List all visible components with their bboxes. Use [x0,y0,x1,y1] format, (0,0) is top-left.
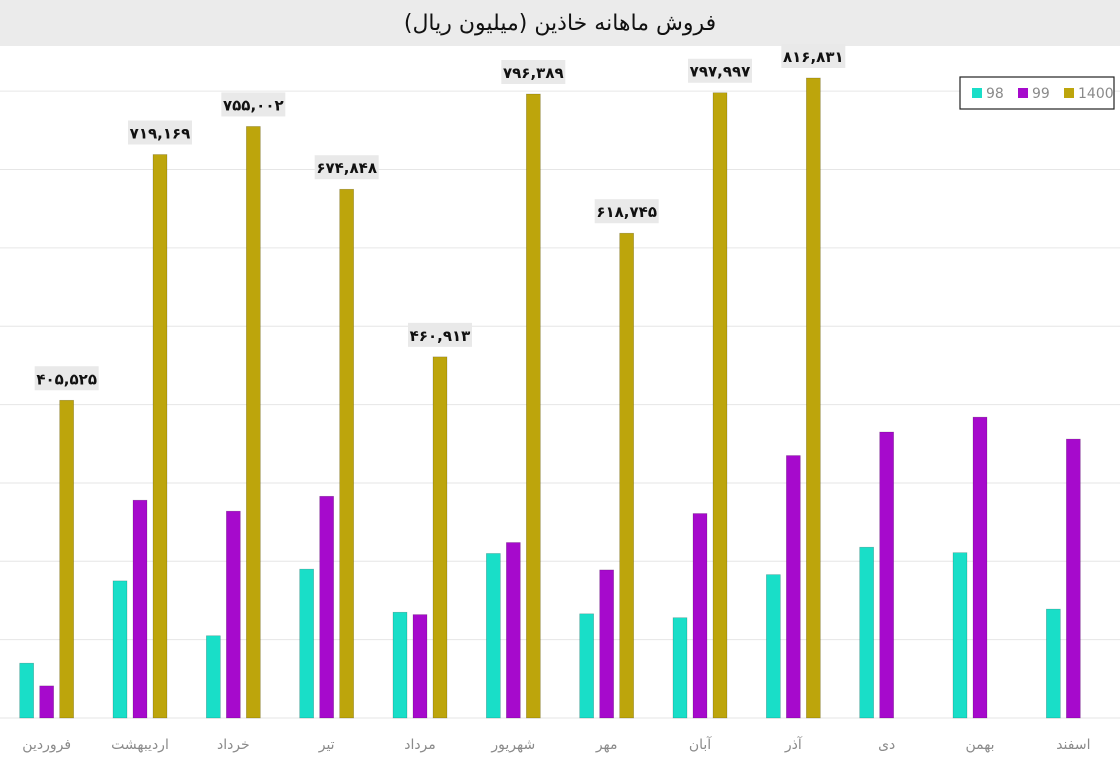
x-tick-label: شهریور [490,737,535,753]
chart-title: فروش ماهانه خاذین (میلیون ریال) [403,10,717,36]
bar [59,399,74,719]
x-tick-label: بهمن [965,737,994,753]
x-tick-label: فروردین [22,737,71,753]
x-tick-label: آبان [689,736,712,753]
data-label: ۸۱۶,۸۳۱ [783,48,844,66]
data-label-box [594,199,659,224]
data-label-box [501,60,566,85]
data-label-box [408,322,472,347]
data-label: ۷۹۶,۳۸۹ [503,64,564,82]
data-label-box [688,58,752,83]
bar [392,611,408,719]
legend-label: 98 [986,86,1004,102]
x-tick-label: اردیبهشت [111,737,169,753]
data-label: ۷۹۷,۹۹۷ [690,63,751,81]
bar [152,154,168,719]
bar [859,546,874,719]
bar [619,232,634,719]
bar [1066,438,1081,719]
bar [786,455,801,719]
data-label: ۶۱۸,۷۴۵ [596,203,657,221]
data-label: ۷۱۹,۱۶۹ [130,125,191,143]
data-label-box [781,43,846,68]
bar [339,188,354,719]
x-tick-label: اسفند [1056,737,1090,753]
data-label-box [221,92,286,117]
bar [486,553,501,719]
chart-title-bar: فروش ماهانه خاذین (میلیون ریال) [0,0,1120,46]
legend-swatch [972,88,982,98]
bar [672,617,688,719]
bar [806,77,821,719]
x-tick-label: تیر [318,737,335,753]
bar [19,662,34,719]
bar [246,126,261,719]
data-label: ۷۵۵,۰۰۲ [223,96,284,114]
bar [132,499,148,719]
data-label: ۴۰۵,۵۲۵ [36,370,97,388]
bar [972,416,988,719]
bar [226,510,241,719]
data-label-box [34,366,99,391]
bar [526,93,541,719]
data-label-box [314,155,379,180]
bar [952,552,968,719]
bar [692,513,708,719]
data-label-box [128,120,192,145]
x-tick-label: دی [878,737,895,753]
legend-label: 99 [1032,86,1050,102]
bar [39,685,54,719]
legend-box [959,76,1115,110]
bar [879,431,894,719]
x-tick-label: آذر [784,736,803,753]
bar [319,495,334,719]
bar [579,613,594,719]
data-label: ۶۷۴,۸۴۸ [316,159,377,177]
bar [506,542,521,719]
x-tick-label: مهر [595,737,618,753]
bar [412,614,428,719]
data-label: ۴۶۰,۹۱۳ [410,327,471,345]
bar [712,92,728,719]
bar [432,356,448,719]
x-tick-label: مرداد [404,737,436,753]
legend-label: 1400 [1078,86,1114,102]
bar [599,569,614,719]
legend-swatch [1018,88,1028,98]
bar [766,574,781,719]
bar [206,635,221,719]
bar [299,568,314,719]
bar [1046,608,1061,719]
legend-swatch [1064,88,1074,98]
bar [112,580,128,719]
x-tick-label: خرداد [217,737,250,753]
